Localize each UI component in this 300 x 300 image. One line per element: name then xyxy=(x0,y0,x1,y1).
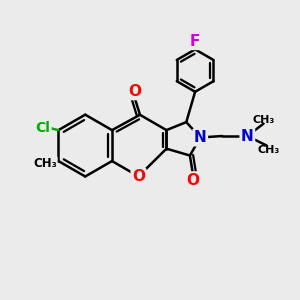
Text: O: O xyxy=(132,169,145,184)
Text: O: O xyxy=(186,173,199,188)
Text: CH₃: CH₃ xyxy=(253,115,275,124)
Text: CH₃: CH₃ xyxy=(257,145,279,154)
Text: Cl: Cl xyxy=(35,121,50,135)
Text: F: F xyxy=(190,34,200,49)
Text: N: N xyxy=(241,128,254,143)
Text: N: N xyxy=(194,130,207,145)
Text: CH₃: CH₃ xyxy=(33,158,57,170)
Text: O: O xyxy=(128,84,141,99)
